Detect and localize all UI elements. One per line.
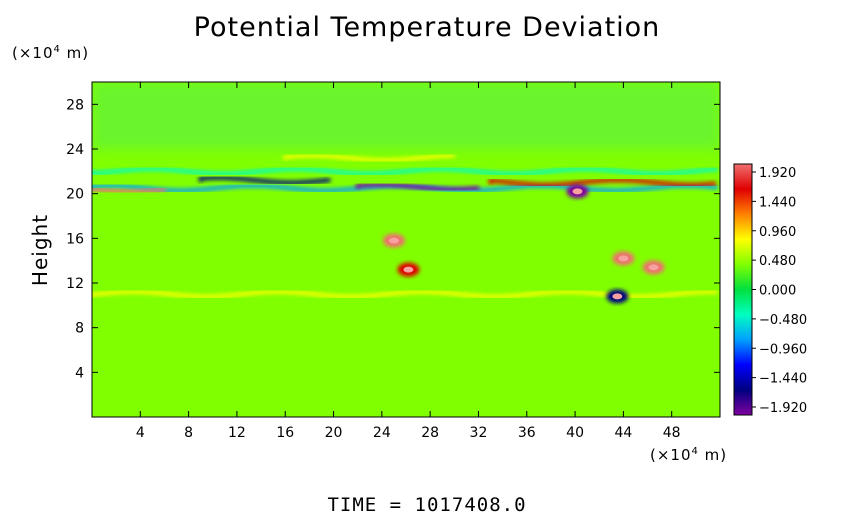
band-feature-1 xyxy=(355,182,480,192)
blob-core-10 xyxy=(618,255,629,262)
x-tick-label: 4 xyxy=(136,425,145,441)
y-tick-label: 4 xyxy=(75,365,84,381)
blob-core-12 xyxy=(572,188,583,195)
x-tick-label: 24 xyxy=(373,425,391,441)
y-tick-label: 24 xyxy=(66,142,84,158)
band-feature-2 xyxy=(198,175,331,185)
colorbar-label: 0.960 xyxy=(759,225,796,240)
colorbar-label: −1.440 xyxy=(759,372,807,387)
time-label: TIME = 1017408.0 xyxy=(327,494,527,516)
chart-title: Potential Temperature Deviation xyxy=(193,12,661,43)
x-tick-label: 40 xyxy=(566,425,584,441)
colorbar xyxy=(733,163,753,416)
y-tick-label: 20 xyxy=(66,187,84,203)
blob-core-13 xyxy=(612,293,623,300)
x-tick-label: 8 xyxy=(184,425,193,441)
band-feature-5 xyxy=(283,153,456,163)
colorbar-label: 0.000 xyxy=(759,284,796,299)
x-tick-label: 12 xyxy=(228,425,246,441)
colorbar-label: 0.480 xyxy=(759,254,796,269)
band-feature-6 xyxy=(92,166,718,176)
colorbar-label: 1.440 xyxy=(759,195,796,210)
x-tick-label: 32 xyxy=(470,425,488,441)
y-tick-label: 12 xyxy=(66,276,84,292)
x-tick-label: 16 xyxy=(276,425,294,441)
colorbar-label: −1.920 xyxy=(759,401,807,416)
x-tick-label: 28 xyxy=(421,425,439,441)
x-axis-unit: (×104 m) xyxy=(650,446,728,464)
y-axis-unit: (×104 m) xyxy=(12,44,90,62)
blob-core-9 xyxy=(403,266,414,273)
x-tick-label: 48 xyxy=(663,425,681,441)
x-tick-label: 20 xyxy=(325,425,343,441)
colorbar-label: −0.480 xyxy=(759,313,807,328)
y-tick-label: 16 xyxy=(66,231,84,247)
band-feature-3 xyxy=(92,186,166,194)
plot-frame xyxy=(91,81,721,418)
x-tick-label: 44 xyxy=(614,425,632,441)
x-tick-label: 36 xyxy=(518,425,536,441)
upper-shading xyxy=(92,82,720,149)
band-feature-4 xyxy=(488,177,717,188)
y-tick-label: 8 xyxy=(75,321,84,337)
blob-core-11 xyxy=(648,264,659,271)
colorbar-label: −0.960 xyxy=(759,342,807,357)
y-tick-label: 28 xyxy=(66,97,84,113)
blob-core-8 xyxy=(388,237,399,244)
colorbar-label: 1.920 xyxy=(759,166,796,181)
